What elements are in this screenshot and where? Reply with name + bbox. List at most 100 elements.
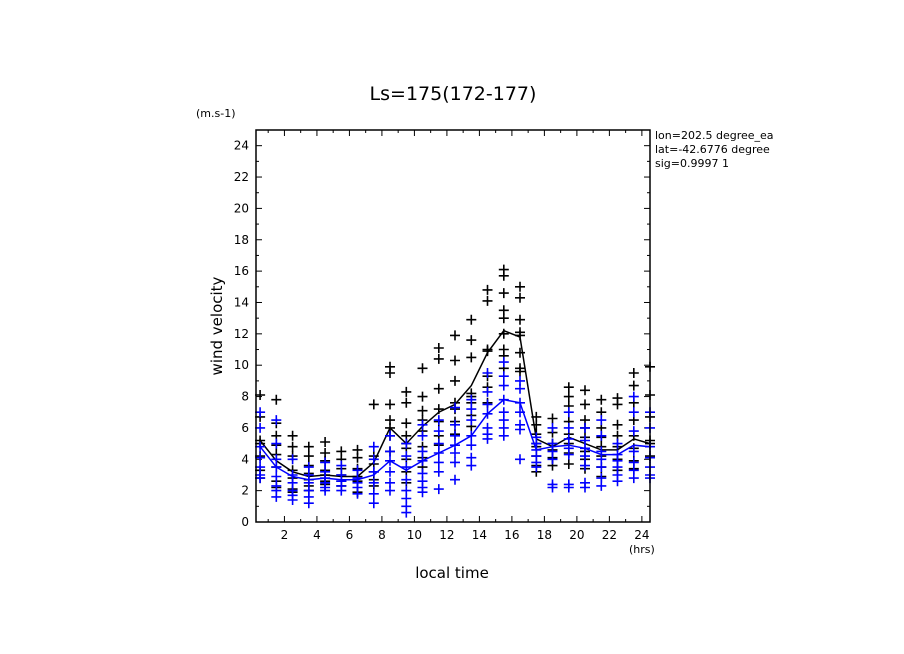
series-0-point (303, 441, 314, 452)
y-tick-label: 8 (241, 390, 249, 404)
series-0-point (482, 346, 493, 357)
series-0-point (433, 383, 444, 394)
series-1-point (596, 415, 607, 426)
series-0-point (368, 399, 379, 410)
series-1-point (433, 484, 444, 495)
series-0-point (466, 352, 477, 363)
series-0-point (612, 399, 623, 410)
series-0-point (515, 281, 525, 292)
y-tick-label: 22 (234, 170, 249, 184)
series-1-point (450, 419, 460, 430)
series-1-point (628, 391, 639, 402)
series-1-point (255, 452, 266, 463)
series-0-point (352, 452, 363, 463)
series-1-point (417, 487, 428, 498)
y-axis-label: wind velocity (208, 276, 226, 375)
series-1-point (401, 451, 412, 462)
series-1-point (271, 462, 282, 473)
series-0-point (515, 292, 525, 303)
series-1-point (320, 485, 331, 496)
series-0-point (580, 399, 590, 410)
series-1-point (466, 430, 477, 441)
series-1-point (628, 407, 639, 418)
series-1-point (628, 426, 639, 437)
series-0-point (563, 391, 574, 402)
series-0-point (482, 295, 493, 306)
series-1-point (287, 495, 298, 505)
series-0-point (450, 330, 460, 341)
series-1-point (498, 371, 509, 382)
series-0-point (515, 347, 525, 358)
series-0-point (547, 413, 558, 424)
series-0-point (531, 419, 542, 430)
series-1-point (385, 430, 395, 441)
series-1-point (547, 422, 558, 433)
series-0-point (498, 328, 509, 339)
series-1-point (368, 441, 379, 452)
series-0-point (482, 284, 493, 295)
annotation-crop (778, 126, 904, 174)
y-tick-label: 2 (241, 484, 249, 498)
series-1-point (498, 394, 509, 405)
series-1-point (368, 454, 379, 465)
series-0-point (515, 330, 525, 341)
x-tick-label: 8 (378, 528, 386, 542)
series-0-point (401, 397, 412, 408)
series-1-point (450, 402, 460, 413)
series-0-point (287, 430, 298, 441)
series-1-point (433, 466, 444, 477)
series-1-point (336, 485, 347, 496)
series-1-point (368, 477, 379, 488)
series-1-point (433, 457, 444, 468)
series-0-point (515, 314, 525, 325)
series-1-point (596, 480, 607, 491)
series-0-point (287, 441, 298, 452)
series-0-point (498, 313, 509, 324)
series-1-point (303, 498, 314, 509)
series-1-point (417, 446, 428, 457)
series-1-point (385, 466, 395, 477)
series-1-point (515, 397, 525, 408)
x-tick-label: 10 (407, 528, 422, 542)
annotation-lat-top: lat=-42.6776 degree (655, 143, 770, 156)
series-0-point (320, 437, 331, 447)
series-1-point (401, 474, 412, 485)
series-1-point (466, 394, 477, 405)
series-0-point (433, 404, 444, 415)
series-0-point (385, 368, 395, 378)
series-0-point (401, 418, 412, 429)
series-1-point (628, 446, 639, 457)
series-1-point (450, 457, 460, 468)
chart-title: Ls=175(172-177) (370, 83, 537, 105)
x-tick-label: 16 (504, 528, 519, 542)
series-1-point (385, 455, 395, 466)
series-1-point (498, 430, 509, 441)
series-0-point (450, 355, 460, 366)
series-1-point (255, 441, 266, 452)
series-0-point (271, 394, 282, 405)
series-1-point (612, 438, 623, 449)
series-1-point (515, 407, 525, 418)
series-1-point (271, 438, 282, 449)
x-tick-label: 22 (602, 528, 617, 542)
series-0-point (498, 288, 509, 299)
series-1-point (482, 399, 493, 410)
y-tick-label: 4 (241, 452, 249, 466)
series-1-point (450, 474, 460, 485)
series-1-point (401, 438, 412, 449)
series-1-point (271, 415, 282, 426)
series-0-point (628, 380, 639, 391)
series-1-point (336, 460, 347, 471)
series-1-point (417, 455, 428, 466)
x-axis-label: local time (415, 564, 489, 582)
series-1-point (255, 473, 266, 484)
series-1-point (482, 368, 493, 378)
series-0-point (303, 451, 314, 462)
annotation-sig-top: sig=0.9997 1 (655, 157, 729, 170)
series-1-point (271, 471, 282, 482)
y-tick-label: 6 (241, 421, 249, 435)
plot-frame (255, 129, 651, 523)
series-1-point (433, 448, 444, 458)
